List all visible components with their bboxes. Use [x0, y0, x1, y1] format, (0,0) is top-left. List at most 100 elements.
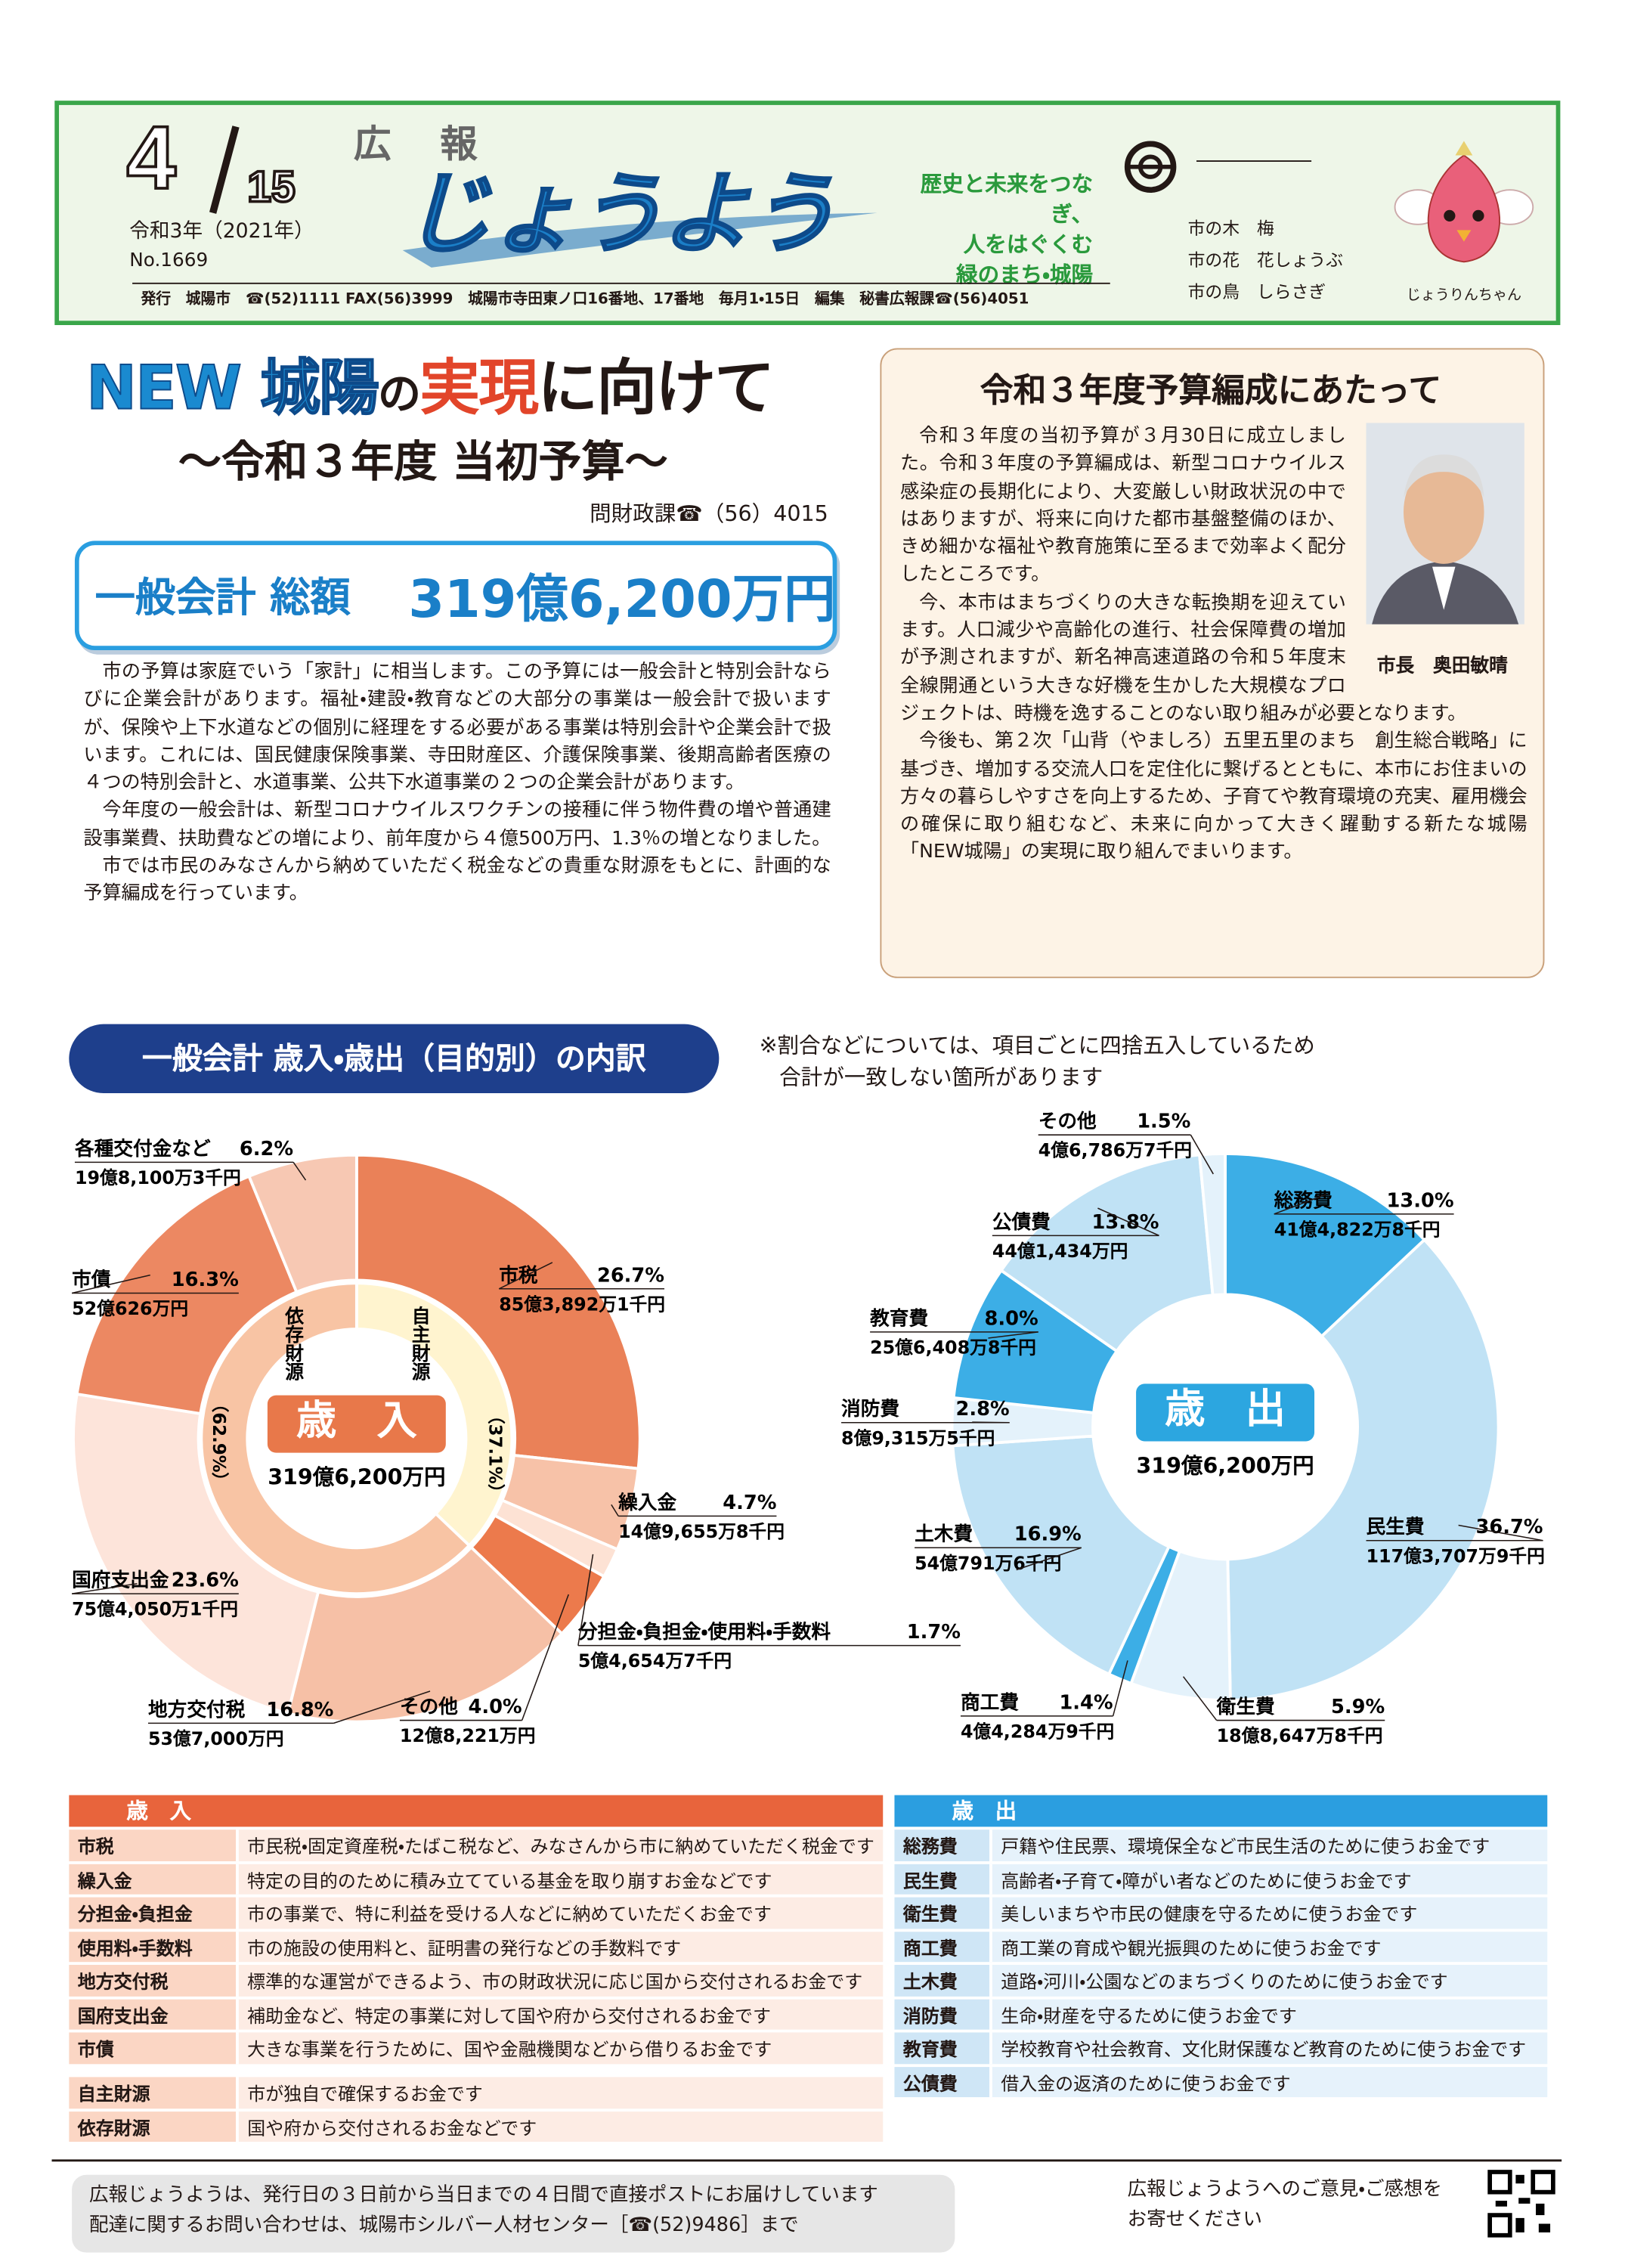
glossary-row: 商工費 商工業の育成や観光振興のために使うお金です [894, 1931, 1548, 1963]
glossary-term: 地方交付税 [69, 1965, 236, 1996]
charts: 自主財源 （37.1%） 依存財源 （62.9%） 歳 入 319億6,200万円 市税 26… [71, 1111, 1545, 1749]
slice-amount: 53億7,000万円 [148, 1728, 284, 1749]
slice [998, 1153, 1215, 1353]
slice [1197, 1152, 1227, 1297]
leader-line [972, 1421, 1010, 1424]
portrait: 市長 奥田敏晴 [1357, 423, 1528, 678]
slice-percent: 2.8% [955, 1398, 1009, 1421]
slice-name: 市債 [72, 1268, 111, 1291]
mayor-name: 市長 奥田敏晴 [1376, 655, 1508, 678]
leader-line [1016, 1547, 1082, 1571]
title-part: の [378, 369, 421, 420]
rule [1196, 160, 1312, 163]
leader-line [1182, 1676, 1218, 1721]
masthead [54, 101, 1561, 325]
slice-percent: 16.9% [1014, 1523, 1082, 1546]
slice-amount: 8億9,315万5千円 [841, 1427, 995, 1448]
inner-ring-value: （37.1%） [485, 1407, 505, 1501]
inner-ring-value: （62.9%） [209, 1396, 228, 1490]
leader-line [1112, 1660, 1128, 1717]
glossary-term: 商工費 [894, 1931, 990, 1963]
delivery-box [72, 2174, 955, 2253]
glossary-term: 依存財源 [69, 2111, 237, 2143]
glossary-row: 分担金・負担金 市の事業で、特に利益を受ける人などに納めていただくお金です [69, 1897, 884, 1929]
glossary-term: 市税 [69, 1830, 236, 1861]
slice-percent: 1.4% [1059, 1691, 1113, 1714]
kouhou: 広 報 [354, 123, 484, 167]
slice-amount: 85億3,892万1千円 [499, 1294, 665, 1315]
mascot [1394, 141, 1534, 263]
glossary-term: 土木費 [894, 1965, 990, 1996]
total-box [74, 541, 837, 650]
slice [75, 1174, 299, 1416]
slice-percent: 6.2% [240, 1138, 293, 1160]
glossary-definition: 市の事業で、特に利益を受ける人などに納めていただくお金です [235, 1897, 884, 1929]
slice-amount: 54億791万6千円 [915, 1553, 1061, 1574]
slice-name: 公債費 [992, 1211, 1051, 1234]
glossary-term: 使用料・手数料 [69, 1931, 236, 1963]
glossary-definition: 生命・財産を守るために使うお金です [989, 1998, 1548, 2030]
glossary-definition: 商工業の育成や観光振興のために使うお金です [989, 1931, 1548, 1963]
title-part: NEW 城陽 [85, 352, 380, 423]
slice-amount: 41億4,822万8千円 [1274, 1219, 1441, 1240]
rule [51, 2159, 1562, 2162]
leader-line [292, 1161, 307, 1181]
slice-amount: 14億9,655万8千円 [618, 1521, 785, 1542]
glossary-term: 公債費 [894, 2066, 990, 2098]
city-symbol: 市の木 梅 [1187, 218, 1274, 239]
glossary-definition: 特定の目的のために積み立てている基金を取り崩すお金などです [235, 1863, 884, 1895]
slice-name: 各種交付金など [74, 1137, 211, 1160]
contact: 問財政課☎（56）4015 [590, 500, 828, 527]
city-symbol: 市の鳥 しらさぎ [1187, 281, 1326, 302]
glossary-definition: 大きな事業を行うために、国や金融機関などから借りるお金です [235, 2032, 884, 2064]
glossary-row: 消防費 生命・財産を守るために使うお金です [894, 1998, 1548, 2030]
glossary-definition: 高齢者・子育て・障がい者などのために使うお金です [989, 1863, 1548, 1895]
slice-percent: 16.3% [172, 1269, 239, 1291]
city-symbol: 市の花 花しょうぶ [1187, 250, 1344, 271]
glossary-row: 教育費 学校教育や社会教育、文化財保護など教育のために使うお金です [894, 2032, 1548, 2064]
glossary-term: 教育費 [894, 2032, 990, 2064]
issue-number: No.1669 [129, 250, 209, 272]
center-label: 歳 入 [296, 1397, 417, 1444]
slice-name: 商工費 [961, 1691, 1019, 1714]
total-label: 一般会計 総額 [94, 574, 351, 621]
slice-percent: 4.0% [468, 1696, 522, 1718]
title-part: 実現 [419, 352, 539, 423]
glossary-row: 使用料・手数料 市の施設の使用料と、証明書の発行などの手数料です [69, 1931, 884, 1963]
rule [132, 282, 1110, 284]
delivery-line: 配達に関するお問い合わせは、城陽市シルバー人材センター［☎(52)9486］まで [88, 2215, 799, 2237]
slice-name: 分担金・負担金・使用料・手数料 [577, 1621, 831, 1644]
paragraph: 今後も、第２次「山背（やましろ）五里五里のまち 創生総合戦略」に基づき、増加する… [900, 731, 1528, 864]
glossary-table: 総務費 戸籍や住民票、環境保全など市民生活のために使うお金です 民生費 高齢者・子育て… [894, 1826, 1548, 2100]
slogan-line: 歴史と未来をつなぎ、 [920, 171, 1094, 228]
slice-percent: 8.0% [985, 1307, 1038, 1330]
slice-percent: 36.7% [1475, 1516, 1543, 1538]
slice [200, 1281, 472, 1596]
slice [247, 1153, 358, 1294]
mascot-name: じょうりんちゃん [1406, 287, 1522, 304]
title-part: に向けて [537, 352, 775, 423]
slice-name: その他 [1038, 1111, 1097, 1133]
glossary-row: 公債費 借入金の返済のために使うお金です [894, 2066, 1548, 2098]
center-amount: 319億6,200万円 [268, 1465, 445, 1490]
slice [1226, 1238, 1500, 1702]
leader-line [1274, 1194, 1326, 1215]
slogan: 歴史と未来をつなぎ、 人をはぐくむ 緑のまち・城陽 [886, 170, 1093, 291]
slice-amount: 25億6,408万8千円 [870, 1337, 1036, 1358]
glossary-definition: 道路・河川・公園などのまちづくりのために使うお金です [989, 1965, 1548, 1996]
glossary-definition: 美しいまちや市民の健康を守るために使うお金です [989, 1897, 1548, 1929]
glossary-row: 土木費 道路・河川・公園などのまちづくりのために使うお金です [894, 1965, 1548, 1996]
glossary-term: 衛生費 [894, 1897, 990, 1929]
slice-amount: 4億6,786万7千円 [1038, 1140, 1192, 1161]
glossary-term: 自主財源 [69, 2077, 237, 2108]
leader-line [72, 1582, 138, 1594]
expenditure-glossary: 歳 出 総務費 戸籍や住民票、環境保全など市民生活のために使うお金です 民生費 高齢者… [894, 1795, 1548, 2100]
glossary-definition: 国や府から交付されるお金などです [236, 2111, 884, 2143]
slice-amount: 117億3,707万9千円 [1367, 1545, 1545, 1566]
message-body: 市長 奥田敏晴 令和３年度の当初予算が３月30日に成立しました。令和３年度の予算… [900, 423, 1528, 866]
source-glossary: 自主財源 市が独自で確保するお金です 依存財源 国や府から交付されるお金などです [69, 2074, 884, 2145]
slice-name: 衛生費 [1216, 1696, 1275, 1718]
city-symbols: 市の木 梅 市の花 花しょうぶ 市の鳥 しらさぎ [1188, 213, 1344, 308]
center-box [267, 1395, 446, 1453]
slice [354, 1153, 642, 1470]
